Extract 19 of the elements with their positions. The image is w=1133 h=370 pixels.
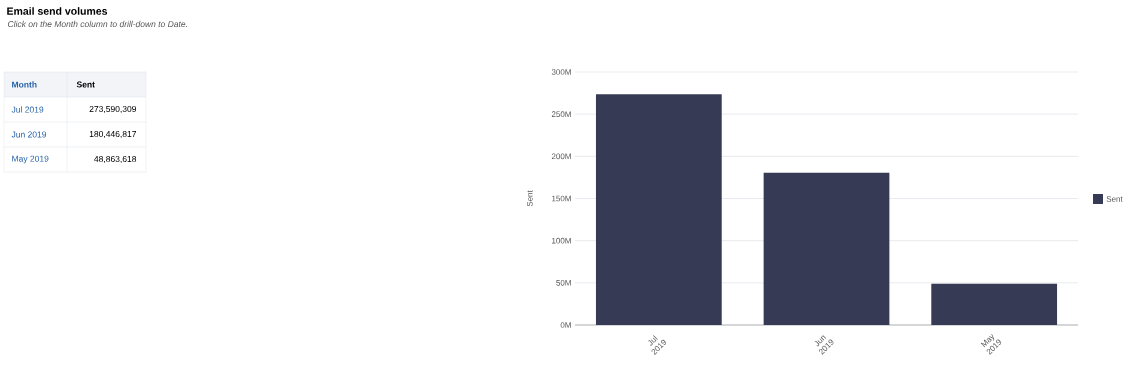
text: Email send volumes xyxy=(7,7,108,15)
category-label: Jun 2019 xyxy=(11,131,47,138)
y-tick-label: 50M xyxy=(556,280,571,286)
text: 48,863,618 xyxy=(94,155,137,164)
text: Sent xyxy=(76,81,95,88)
category-label: May 2019 xyxy=(12,155,49,164)
legend-label: Sent xyxy=(1106,196,1123,202)
y-tick-label: 0M xyxy=(560,322,571,328)
text: 180,446,817 xyxy=(89,130,137,138)
y-tick-label: 100M xyxy=(552,237,571,244)
y-tick-label: 300M xyxy=(551,69,571,75)
y-tick-label: 200M xyxy=(551,153,571,160)
text: Click on the Month column to drill-down to Date. xyxy=(8,20,187,28)
y-tick-label: 150M xyxy=(552,195,571,202)
y-tick-label: 250M xyxy=(551,111,571,117)
text: 273,590,309 xyxy=(89,105,137,113)
category-label: Jul 2019 xyxy=(11,106,44,113)
y-axis-title: Sent xyxy=(526,190,533,207)
text: Month xyxy=(12,81,37,88)
